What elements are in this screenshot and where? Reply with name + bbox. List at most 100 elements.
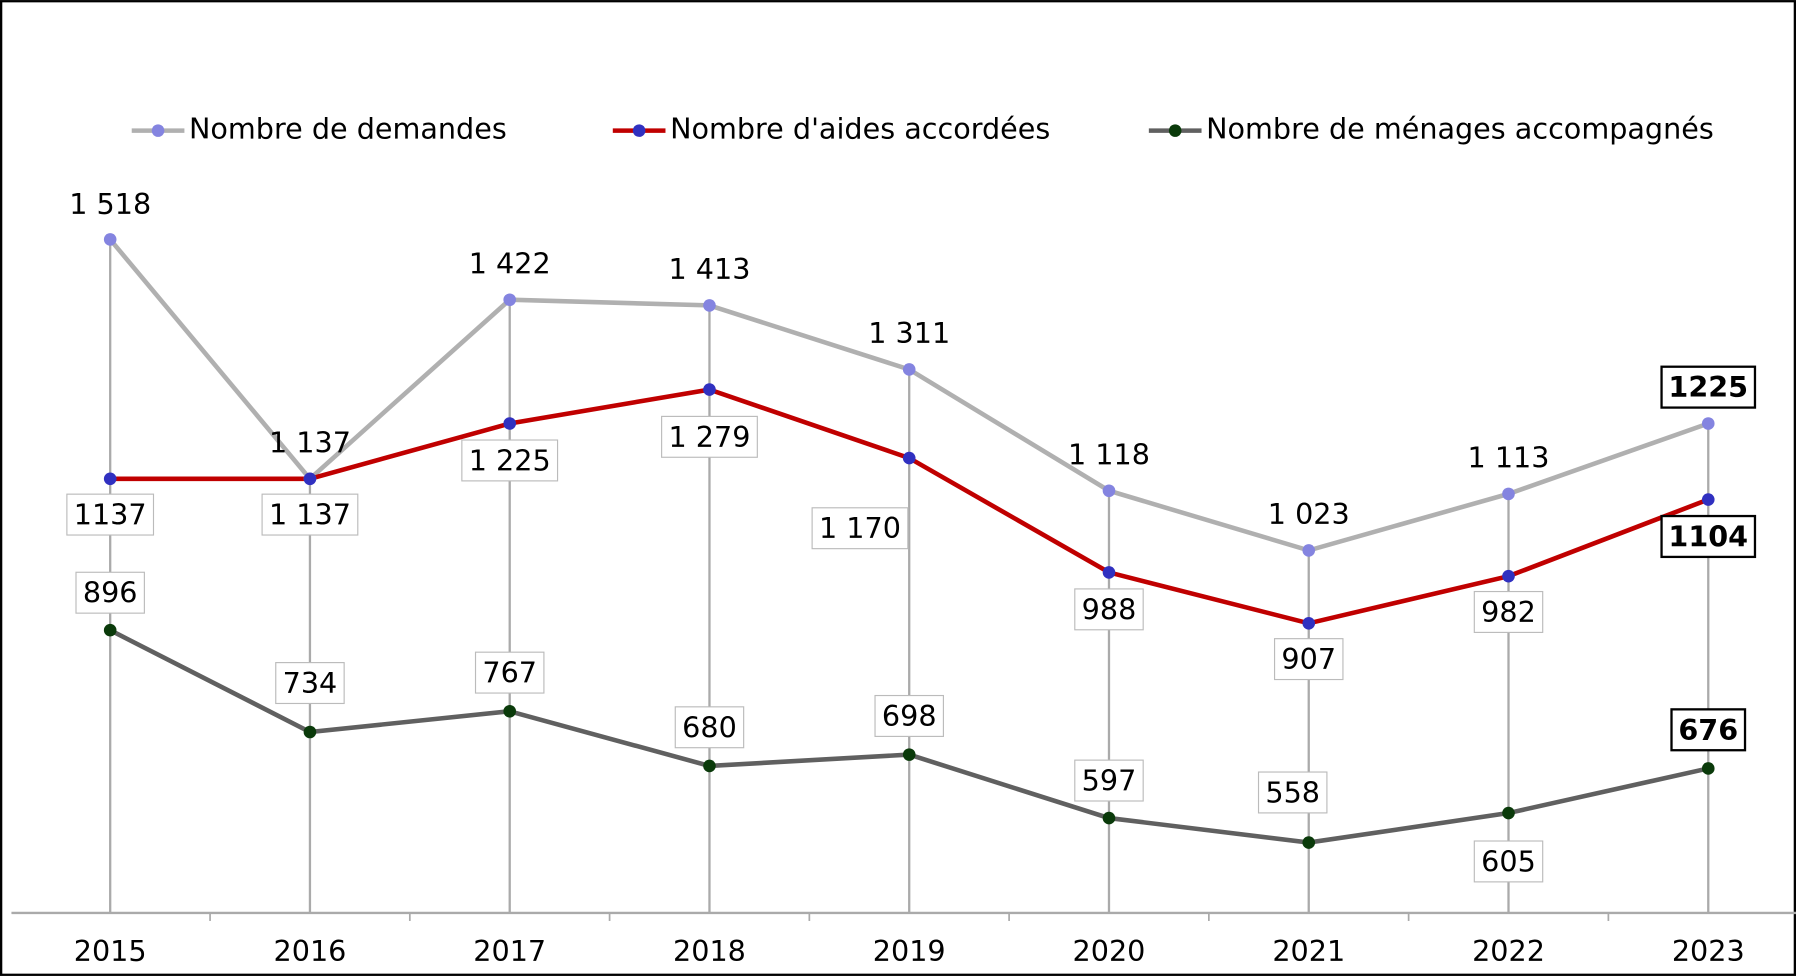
value-label-group: 605 bbox=[1473, 840, 1544, 883]
value-label-group: 597 bbox=[1074, 759, 1144, 802]
marker bbox=[103, 472, 117, 486]
marker bbox=[902, 451, 916, 465]
value-label-group: 1 113 bbox=[1468, 441, 1550, 475]
value-label: 1 118 bbox=[1068, 437, 1150, 471]
value-label: 698 bbox=[882, 699, 937, 733]
value-label: 907 bbox=[1281, 642, 1336, 676]
label-box bbox=[75, 571, 145, 614]
value-label-group: 1 118 bbox=[1068, 437, 1150, 471]
marker bbox=[503, 704, 517, 718]
label-box bbox=[1670, 708, 1747, 752]
value-label: 558 bbox=[1265, 775, 1320, 809]
legend-marker bbox=[632, 124, 646, 137]
marker bbox=[703, 299, 716, 312]
label-box bbox=[66, 493, 155, 536]
x-tick-label: 2022 bbox=[1472, 934, 1545, 968]
label-box bbox=[661, 415, 758, 458]
value-label: 1 170 bbox=[819, 511, 901, 545]
marker bbox=[1502, 806, 1515, 820]
marker bbox=[1502, 487, 1515, 501]
value-label-group: 1 422 bbox=[469, 246, 551, 280]
marker bbox=[902, 363, 916, 376]
x-tick-label: 2016 bbox=[274, 934, 347, 968]
value-label-group: 1104 bbox=[1660, 514, 1757, 559]
legend-marker bbox=[151, 124, 165, 137]
marker bbox=[1302, 836, 1316, 849]
value-label: 1 518 bbox=[69, 187, 151, 221]
value-label: 1104 bbox=[1668, 519, 1748, 553]
marker bbox=[303, 472, 317, 486]
x-tick-label: 2021 bbox=[1272, 934, 1345, 968]
value-label-group: 896 bbox=[75, 571, 145, 614]
marker bbox=[1701, 417, 1715, 430]
label-box bbox=[461, 439, 559, 482]
legend-marker bbox=[1168, 124, 1182, 137]
value-label-group: 1 279 bbox=[661, 415, 758, 458]
value-label-group: 734 bbox=[275, 662, 345, 705]
value-label: 982 bbox=[1481, 595, 1536, 629]
value-label: 1 137 bbox=[269, 425, 351, 459]
marker bbox=[503, 293, 517, 307]
marker bbox=[103, 233, 117, 246]
x-tick-label: 2018 bbox=[673, 934, 746, 968]
value-label-group: 1 023 bbox=[1268, 497, 1350, 531]
marker bbox=[1102, 484, 1116, 498]
value-label-group: 1137 bbox=[66, 493, 155, 536]
value-label: 680 bbox=[682, 710, 737, 744]
marker bbox=[1502, 569, 1515, 583]
label-box bbox=[1660, 514, 1757, 559]
marker bbox=[503, 417, 517, 430]
value-label: 1225 bbox=[1668, 370, 1748, 404]
value-label: 734 bbox=[283, 666, 338, 700]
value-label-group: 982 bbox=[1473, 590, 1544, 633]
marker bbox=[703, 759, 716, 773]
marker bbox=[1102, 566, 1116, 579]
legend-label: Nombre d'aides accordées bbox=[670, 112, 1050, 146]
value-label: 605 bbox=[1481, 844, 1536, 878]
marker bbox=[1302, 544, 1316, 557]
x-tick-label: 2020 bbox=[1073, 934, 1146, 968]
marker bbox=[1102, 811, 1116, 825]
label-box bbox=[874, 694, 944, 737]
value-label-group: 1 311 bbox=[868, 316, 950, 350]
value-label: 1 311 bbox=[868, 316, 950, 350]
value-label: 896 bbox=[83, 576, 138, 610]
value-label: 1 113 bbox=[1468, 441, 1550, 475]
label-box bbox=[811, 507, 909, 550]
value-label-group: 1 413 bbox=[668, 252, 750, 286]
value-label: 676 bbox=[1678, 713, 1738, 747]
label-box bbox=[1074, 759, 1144, 802]
value-label-group: 907 bbox=[1273, 638, 1344, 681]
marker bbox=[1302, 617, 1316, 630]
value-label: 1137 bbox=[74, 498, 147, 532]
value-label: 1 413 bbox=[668, 252, 750, 286]
value-label: 1 279 bbox=[668, 420, 750, 454]
value-label: 767 bbox=[482, 656, 537, 690]
value-label-group: 988 bbox=[1074, 588, 1144, 631]
value-label-group: 1 518 bbox=[69, 187, 151, 221]
label-box bbox=[261, 493, 359, 536]
label-box bbox=[474, 651, 545, 694]
label-box bbox=[275, 662, 345, 705]
value-label: 1 225 bbox=[469, 443, 551, 477]
value-label: 988 bbox=[1082, 592, 1137, 626]
label-box bbox=[1660, 365, 1757, 409]
value-label-group: 676 bbox=[1670, 708, 1747, 752]
label-box bbox=[1074, 588, 1144, 631]
value-label-group: 1 170 bbox=[811, 507, 909, 550]
value-label-group: 698 bbox=[874, 694, 944, 737]
marker bbox=[703, 383, 716, 396]
label-box bbox=[1257, 771, 1328, 814]
value-label: 597 bbox=[1082, 764, 1137, 798]
value-label-group: 680 bbox=[674, 706, 745, 749]
x-tick-label: 2023 bbox=[1672, 934, 1745, 968]
value-label: 1 023 bbox=[1268, 497, 1350, 531]
value-label-group: 767 bbox=[474, 651, 545, 694]
value-label-group: 1 225 bbox=[461, 439, 559, 482]
value-label-group: 1 137 bbox=[261, 493, 359, 536]
marker bbox=[1701, 493, 1715, 506]
label-box bbox=[1473, 840, 1544, 883]
value-label: 1 422 bbox=[469, 246, 551, 280]
